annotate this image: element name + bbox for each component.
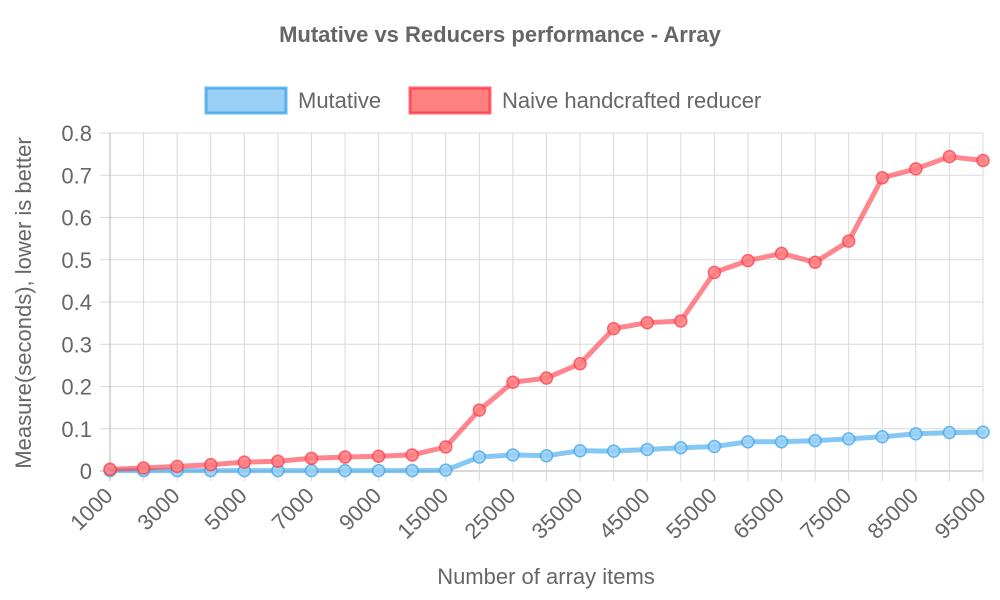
data-point-mutative[interactable] (606, 444, 621, 458)
data-point-naive-handcrafted-reducer[interactable] (506, 375, 520, 390)
data-point-naive-handcrafted-reducer[interactable] (472, 403, 487, 417)
y-tick-label: 0.2 (61, 375, 92, 400)
x-tick-label: 65000 (728, 483, 789, 544)
x-tick-label: 5000 (200, 483, 252, 535)
data-point-naive-handcrafted-reducer[interactable] (707, 265, 722, 280)
data-point-mutative[interactable] (875, 430, 890, 444)
series-layer (103, 149, 990, 478)
y-tick-label: 0.8 (61, 121, 92, 146)
data-point-mutative[interactable] (506, 448, 520, 462)
legend-swatch-mutative (204, 86, 288, 115)
legend-label-naive-handcrafted-reducer: Naive handcrafted reducer (502, 88, 761, 113)
x-axis-ticks: 1000 3000 5000 7000 9000 15000 25000 35000 45000… (65, 483, 990, 544)
data-point-mutative[interactable] (640, 442, 654, 457)
data-point-mutative[interactable] (976, 425, 990, 439)
data-point-naive-handcrafted-reducer[interactable] (741, 253, 755, 268)
data-point-naive-handcrafted-reducer[interactable] (405, 448, 419, 462)
data-point-naive-handcrafted-reducer[interactable] (371, 449, 386, 463)
data-point-naive-handcrafted-reducer[interactable] (304, 451, 319, 466)
data-point-naive-handcrafted-reducer[interactable] (674, 314, 688, 328)
y-tick-label: 0.4 (61, 290, 92, 315)
legend-item-naive-handcrafted-reducer[interactable]: Naive handcrafted reducer (408, 86, 761, 115)
y-tick-label: 0.1 (61, 417, 92, 442)
data-point-mutative[interactable] (539, 449, 554, 463)
x-tick-label: 9000 (334, 483, 386, 535)
legend-label-mutative: Mutative (298, 88, 381, 113)
gridlines (100, 132, 984, 481)
data-point-mutative[interactable] (304, 463, 319, 478)
data-point-naive-handcrafted-reducer[interactable] (237, 455, 252, 469)
y-tick-label: 0 (80, 459, 92, 484)
data-point-naive-handcrafted-reducer[interactable] (640, 315, 654, 330)
x-tick-label: 3000 (132, 483, 184, 535)
y-tick-label: 0.6 (61, 206, 92, 231)
data-point-naive-handcrafted-reducer[interactable] (942, 149, 957, 164)
x-axis-title: Number of array items (437, 564, 655, 589)
data-point-mutative[interactable] (439, 463, 453, 477)
y-axis-ticks: 0 0.1 0.2 0.3 0.4 0.5 0.6 0.7 0.8 (61, 121, 92, 484)
x-tick-label: 15000 (392, 483, 453, 544)
x-tick-label: 95000 (930, 483, 991, 544)
x-tick-label: 55000 (661, 483, 722, 544)
data-point-mutative[interactable] (741, 435, 755, 449)
data-point-naive-handcrafted-reducer[interactable] (539, 371, 554, 385)
x-tick-label: 35000 (527, 483, 588, 544)
data-point-naive-handcrafted-reducer[interactable] (909, 162, 923, 176)
data-point-mutative[interactable] (338, 463, 352, 478)
x-tick-label: 1000 (65, 483, 117, 535)
data-point-naive-handcrafted-reducer[interactable] (271, 454, 285, 469)
data-point-naive-handcrafted-reducer[interactable] (439, 440, 453, 454)
data-point-naive-handcrafted-reducer[interactable] (808, 255, 822, 270)
y-tick-label: 0.7 (61, 163, 92, 188)
chart-title: Mutative vs Reducers performance - Array (279, 22, 722, 47)
legend-swatch-naive-handcrafted-reducer (408, 86, 492, 115)
x-tick-label: 25000 (460, 483, 521, 544)
data-point-mutative[interactable] (909, 427, 923, 441)
data-point-naive-handcrafted-reducer[interactable] (841, 234, 856, 248)
legend-item-mutative[interactable]: Mutative (204, 86, 381, 115)
data-point-mutative[interactable] (774, 435, 789, 449)
data-point-naive-handcrafted-reducer[interactable] (170, 459, 184, 474)
data-point-naive-handcrafted-reducer[interactable] (875, 171, 890, 185)
data-point-naive-handcrafted-reducer[interactable] (136, 461, 151, 475)
data-point-mutative[interactable] (808, 433, 822, 448)
data-point-mutative[interactable] (942, 425, 957, 440)
x-tick-label: 7000 (267, 483, 319, 535)
y-axis-title: Measure(seconds), lower is better (11, 137, 36, 468)
data-point-mutative[interactable] (573, 443, 587, 458)
data-point-naive-handcrafted-reducer[interactable] (103, 462, 117, 477)
data-point-naive-handcrafted-reducer[interactable] (203, 457, 218, 472)
data-point-naive-handcrafted-reducer[interactable] (606, 321, 621, 336)
data-point-mutative[interactable] (472, 450, 487, 464)
data-point-mutative[interactable] (841, 432, 856, 446)
data-point-naive-handcrafted-reducer[interactable] (338, 450, 352, 464)
data-point-mutative[interactable] (674, 441, 688, 455)
data-point-naive-handcrafted-reducer[interactable] (774, 246, 789, 261)
legend: Mutative Naive handcrafted reducer (204, 86, 761, 115)
data-point-naive-handcrafted-reducer[interactable] (573, 356, 587, 371)
y-tick-label: 0.5 (61, 248, 92, 273)
data-point-mutative[interactable] (405, 463, 419, 478)
data-point-mutative[interactable] (707, 439, 722, 454)
data-point-naive-handcrafted-reducer[interactable] (976, 153, 990, 168)
y-tick-label: 0.3 (61, 332, 92, 357)
series-naive-handcrafted-reducer (103, 149, 990, 477)
x-tick-label: 85000 (862, 483, 923, 544)
x-tick-label: 75000 (795, 483, 856, 544)
data-point-mutative[interactable] (371, 463, 386, 478)
x-tick-label: 45000 (594, 483, 655, 544)
